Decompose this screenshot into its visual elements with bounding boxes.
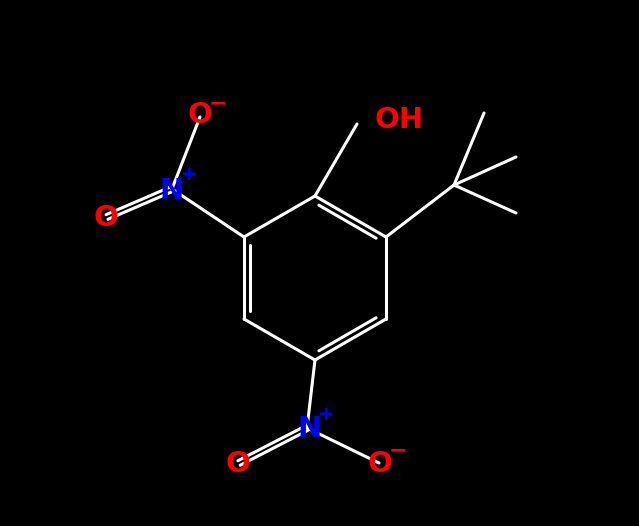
- Text: N: N: [297, 415, 321, 443]
- Text: −: −: [209, 93, 227, 113]
- Text: +: +: [318, 406, 334, 424]
- Text: O: O: [93, 204, 118, 232]
- Text: O: O: [226, 450, 250, 478]
- Text: O: O: [188, 101, 212, 129]
- Text: O: O: [367, 450, 392, 478]
- Text: +: +: [181, 166, 197, 185]
- Text: OH: OH: [375, 106, 424, 134]
- Text: N: N: [160, 177, 184, 205]
- Text: −: −: [389, 440, 407, 460]
